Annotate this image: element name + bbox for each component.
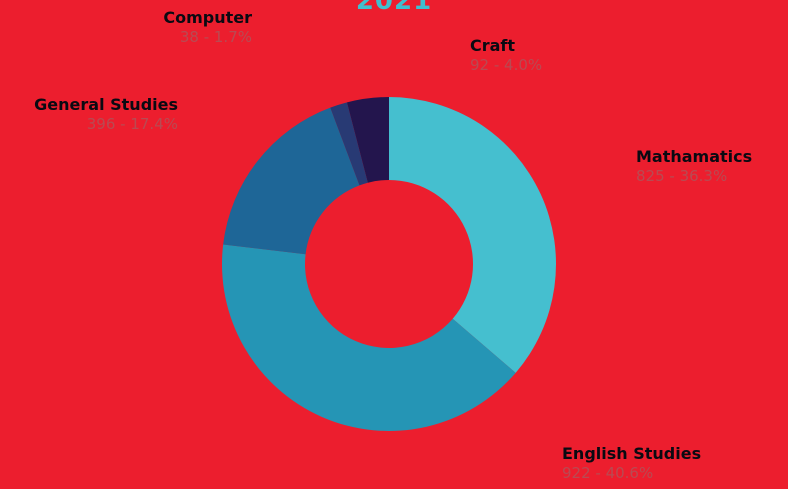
label-craft-name: Craft (470, 36, 516, 55)
label-english-studies-value: 922 - 40.6% (562, 464, 654, 482)
donut-slice-english-studies (222, 244, 516, 431)
label-mathamatics-value: 825 - 36.3% (636, 167, 728, 185)
label-general-studies: General Studies 396 - 17.4% (34, 95, 178, 133)
label-computer-name: Computer (163, 8, 252, 27)
label-computer: Computer 38 - 1.7% (163, 8, 252, 46)
label-general-studies-name: General Studies (34, 95, 178, 114)
label-general-studies-value: 396 - 17.4% (86, 115, 178, 133)
donut-slice-computer (330, 102, 368, 186)
label-english-studies: English Studies 922 - 40.6% (562, 444, 701, 482)
label-mathamatics-name: Mathamatics (636, 147, 753, 166)
donut-slice-mathamatics (389, 97, 557, 373)
label-craft-value: 92 - 4.0% (470, 56, 543, 74)
label-mathamatics: Mathamatics 825 - 36.3% (636, 147, 752, 185)
donut-slice-craft (346, 97, 389, 183)
chart-title: 2021 (355, 0, 433, 16)
donut-slice-general-studies (223, 107, 360, 255)
label-english-studies-name: English Studies (562, 444, 702, 463)
label-craft: Craft 92 - 4.0% (470, 36, 542, 74)
label-computer-value: 38 - 1.7% (179, 28, 252, 46)
